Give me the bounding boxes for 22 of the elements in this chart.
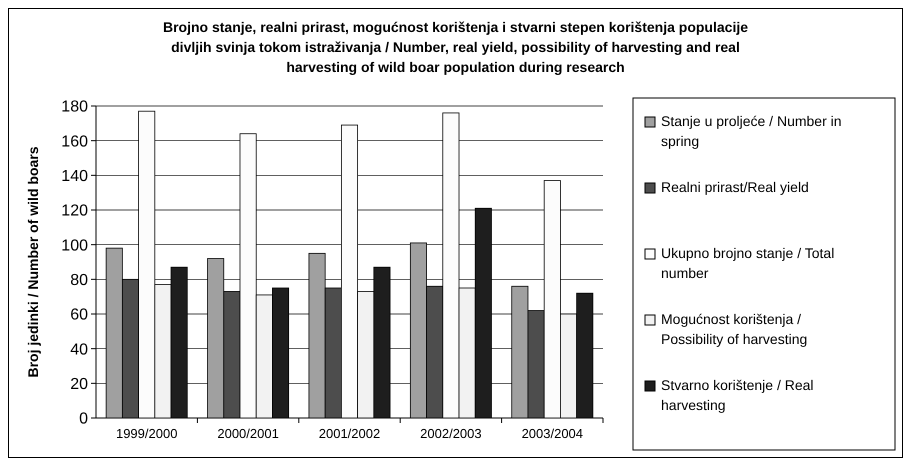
y-axis-title: Broj jedinki / Number of wild boars	[25, 146, 41, 378]
chart-title: Brojno stanje, realni prirast, mogućnost korištenja i stvarni stepen korištenja populacije divljih svinja tokom istraživanja / Number, real yield, possibility of harvesting and real harvesting of wild boar population during research	[162, 19, 748, 75]
y-tick-label: 60	[70, 306, 88, 324]
legend-label: Ukupno brojno stanje / Total number	[661, 245, 834, 281]
x-tick-label: 2001/2002	[318, 426, 380, 441]
y-tick-label: 40	[70, 341, 88, 358]
y-tick-label: 140	[61, 168, 88, 185]
y-tick-label: 180	[61, 98, 88, 116]
y-tick-label: 0	[79, 410, 88, 428]
y-tick-label: 160	[61, 133, 88, 150]
x-tick-label: 2003/2004	[522, 426, 584, 441]
legend-label: Mogućnost korištenja / Possibility of harvesting	[661, 311, 808, 347]
legend-label: Stvarno korištenje / Real harvesting	[661, 377, 814, 413]
x-tick-label: 1999/2000	[116, 426, 178, 441]
y-tick-label: 120	[61, 202, 88, 220]
y-tick-label: 80	[70, 272, 88, 289]
x-tick-label: 2000/2001	[217, 426, 279, 441]
y-tick-label: 100	[61, 237, 88, 254]
y-tick-label: 20	[70, 376, 88, 393]
legend-label: Realni prirast/Real yield	[661, 179, 809, 195]
x-tick-label: 2002/2003	[420, 426, 482, 441]
legend-label: Stanje u proljeće / Number in spring	[661, 113, 842, 149]
